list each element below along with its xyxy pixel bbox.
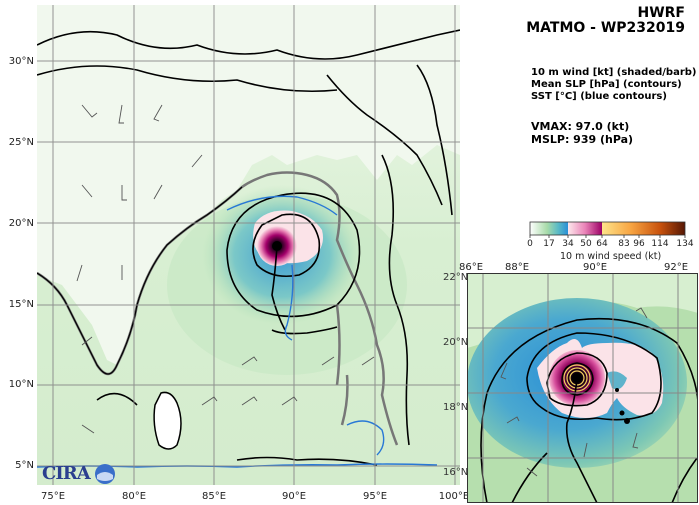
inset-lat-label: 18°N — [443, 402, 469, 413]
lat-label: 25°N — [8, 137, 34, 148]
lat-label: 10°N — [8, 379, 34, 390]
storm-name: MATMO - WP232019 — [526, 20, 685, 36]
colorbar-tick: 64 — [596, 239, 608, 249]
inset-lat-label: 20°N — [443, 337, 469, 348]
legend-sst: SST [°C] (blue contours) — [531, 91, 667, 102]
lon-label: 90°E — [281, 491, 307, 502]
inset-lon-label: 92°E — [663, 262, 689, 273]
legend-slp: Mean SLP [hPa] (contours) — [531, 79, 682, 90]
lat-label: 20°N — [8, 218, 34, 229]
cira-globe-icon — [95, 464, 115, 484]
colorbar-tick: 0 — [527, 239, 533, 249]
lon-label: 100°E — [438, 491, 470, 502]
lon-label: 75°E — [40, 491, 66, 502]
lon-label: 95°E — [362, 491, 388, 502]
lon-label: 85°E — [201, 491, 227, 502]
lat-label: 30°N — [8, 56, 34, 67]
colorbar-tick: 83 — [618, 239, 630, 249]
vmax-value: VMAX: 97.0 (kt) — [531, 120, 630, 133]
colorbar-tick: 114 — [651, 239, 669, 249]
main-map — [37, 5, 460, 485]
colorbar-tick: 96 — [633, 239, 645, 249]
colorbar-tick: 17 — [543, 239, 555, 249]
mslp-value: MSLP: 939 (hPa) — [531, 133, 634, 146]
inset-lon-label: 86°E — [458, 262, 484, 273]
lat-label: 5°N — [15, 460, 34, 471]
wind-colorbar — [529, 221, 686, 238]
colorbar-tick: 134 — [676, 239, 694, 249]
inset-lat-label: 16°N — [443, 467, 469, 478]
model-name: HWRF — [637, 5, 685, 21]
colorbar-title: 10 m wind speed (kt) — [560, 251, 662, 262]
inset-map — [467, 273, 698, 503]
lat-label: 15°N — [8, 299, 34, 310]
colorbar-tick: 34 — [562, 239, 574, 249]
legend-wind: 10 m wind [kt] (shaded/barb) — [531, 67, 697, 78]
colorbar-tick: 50 — [580, 239, 592, 249]
inset-lon-label: 88°E — [504, 262, 530, 273]
inset-lon-label: 90°E — [582, 262, 608, 273]
lon-label: 80°E — [121, 491, 147, 502]
inset-lat-label: 22°N — [443, 272, 469, 283]
cira-logo: CIRA — [42, 463, 91, 484]
